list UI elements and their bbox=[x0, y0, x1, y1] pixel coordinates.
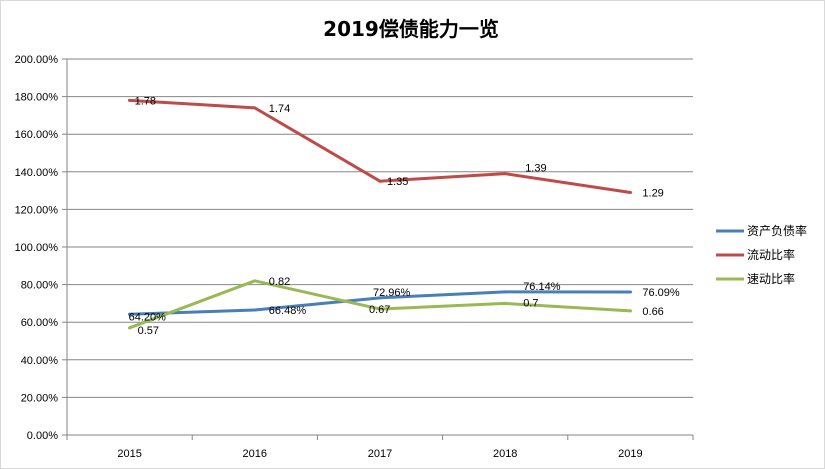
y-tick-label: 40.00% bbox=[21, 355, 59, 367]
data-point bbox=[628, 190, 632, 194]
y-tick-label: 80.00% bbox=[21, 280, 59, 292]
data-point bbox=[253, 279, 257, 283]
data-label: 0.66 bbox=[642, 306, 663, 318]
axis-layer: 0.00% 20.00% 40.00% 60.00% 80.00% 100.00% 120.… bbox=[15, 54, 694, 460]
data-point bbox=[253, 106, 257, 110]
data-point bbox=[628, 309, 632, 313]
data-label: 1.78 bbox=[135, 95, 156, 107]
data-label: 72.96% bbox=[373, 287, 411, 299]
x-tick-label: 2018 bbox=[493, 448, 517, 460]
data-label: 76.09% bbox=[642, 287, 680, 299]
data-label: 1.74 bbox=[269, 103, 290, 115]
x-tick-label: 2019 bbox=[618, 448, 642, 460]
y-tick-label: 140.00% bbox=[15, 167, 59, 179]
y-tick-label: 200.00% bbox=[15, 54, 59, 66]
data-label: 66.48% bbox=[269, 305, 307, 317]
y-tick-label: 160.00% bbox=[15, 129, 59, 141]
y-tick-label: 60.00% bbox=[21, 317, 59, 329]
chart-title: 2019偿债能力一览 bbox=[323, 17, 499, 41]
data-point bbox=[253, 308, 257, 312]
data-point bbox=[503, 172, 507, 176]
y-tick-label: 20.00% bbox=[21, 392, 59, 404]
x-tick-label: 2015 bbox=[117, 448, 141, 460]
y-tick-label: 180.00% bbox=[15, 92, 59, 104]
data-label-layer: 64.20% 66.48% 72.96% 76.14% 76.09% 1.78 1.74 1.… bbox=[129, 95, 680, 336]
data-point bbox=[128, 312, 132, 316]
data-label: 0.7 bbox=[523, 297, 538, 309]
data-point bbox=[128, 326, 132, 330]
data-point bbox=[503, 290, 507, 294]
data-label: 0.57 bbox=[138, 325, 159, 337]
data-point bbox=[378, 179, 382, 183]
data-point bbox=[503, 301, 507, 305]
legend-entry: 速动比率 bbox=[747, 271, 795, 286]
data-label: 1.39 bbox=[525, 163, 546, 175]
grid-layer bbox=[67, 58, 693, 436]
series-line-2 bbox=[128, 98, 632, 194]
data-point bbox=[128, 98, 132, 102]
data-label: 0.82 bbox=[269, 276, 290, 288]
legend-entry: 资产负债率 bbox=[747, 223, 807, 238]
data-point bbox=[628, 290, 632, 294]
data-label: 1.35 bbox=[387, 176, 408, 188]
series-layer bbox=[128, 98, 632, 330]
legend-entry: 流动比率 bbox=[747, 247, 795, 262]
data-label: 64.20% bbox=[129, 311, 167, 323]
y-tick-label: 100.00% bbox=[15, 242, 59, 254]
data-point bbox=[378, 296, 382, 300]
x-tick-label: 2017 bbox=[368, 448, 392, 460]
data-point bbox=[378, 307, 382, 311]
data-label: 1.29 bbox=[642, 187, 663, 199]
y-tick-label: 120.00% bbox=[15, 204, 59, 216]
y-tick-label: 0.00% bbox=[27, 430, 58, 442]
data-label: 76.14% bbox=[523, 281, 561, 293]
data-label: 0.67 bbox=[369, 304, 390, 316]
x-tick-label: 2016 bbox=[243, 448, 267, 460]
